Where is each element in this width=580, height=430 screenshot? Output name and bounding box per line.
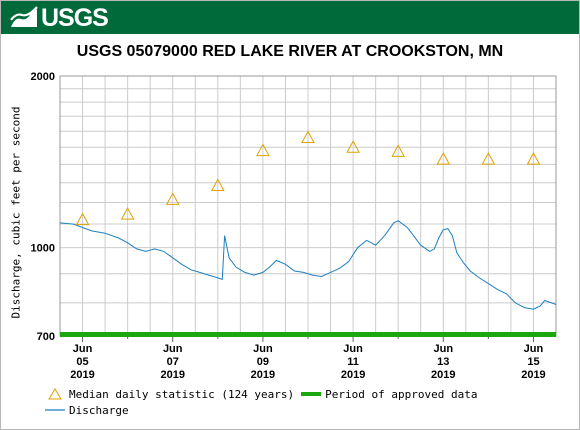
usgs-logo[interactable]: USGS bbox=[9, 4, 109, 32]
usgs-wave-icon bbox=[10, 6, 38, 27]
x-tick-label: 2019 bbox=[341, 369, 365, 381]
chart-title: USGS 05079000 RED LAKE RIVER AT CROOKSTO… bbox=[76, 43, 504, 60]
median-marker bbox=[210, 178, 225, 192]
x-tick-label: 2019 bbox=[70, 369, 94, 381]
x-tick-label: 09 bbox=[257, 356, 269, 368]
legend-label-discharge: Discharge bbox=[69, 403, 129, 417]
x-tick-label: 11 bbox=[347, 356, 359, 368]
x-tick-label: Jun bbox=[433, 343, 453, 355]
x-tick-label: Jun bbox=[343, 343, 363, 355]
green-bar-icon bbox=[301, 392, 322, 396]
blue-line-icon bbox=[45, 409, 65, 411]
x-tick-label: 2019 bbox=[431, 369, 455, 381]
chart-legend: Median daily statistic (124 years) Perio… bbox=[44, 386, 484, 418]
x-tick-label: 2019 bbox=[160, 369, 184, 381]
y-tick-label: 700 bbox=[37, 331, 55, 343]
median-marker bbox=[391, 144, 406, 157]
median-marker bbox=[256, 143, 270, 157]
x-tick-label: Jun bbox=[253, 343, 273, 355]
median-marker bbox=[346, 140, 360, 153]
legend-label-median: Median daily statistic (124 years) bbox=[69, 387, 295, 401]
triangle-marker-icon bbox=[48, 388, 62, 400]
y-tick-label: 1000 bbox=[31, 243, 55, 255]
x-tick-label: 07 bbox=[167, 356, 179, 368]
median-marker bbox=[436, 152, 451, 165]
legend-label-approved: Period of approved data bbox=[325, 387, 478, 401]
x-tick-label: 2019 bbox=[251, 369, 275, 381]
x-tick-label: Jun bbox=[163, 343, 183, 355]
x-tick-label: Jun bbox=[73, 343, 93, 355]
x-tick-label: 2019 bbox=[521, 369, 545, 381]
x-tick-label: 05 bbox=[76, 356, 88, 368]
x-tick-label: 15 bbox=[527, 356, 539, 368]
usgs-logo-text: USGS bbox=[41, 4, 109, 32]
discharge-line bbox=[59, 220, 557, 310]
x-tick-label: 13 bbox=[437, 356, 449, 368]
median-marker bbox=[481, 152, 496, 165]
median-marker bbox=[301, 130, 315, 144]
legend-item-discharge: Discharge bbox=[44, 403, 129, 417]
y-tick-label: 2000 bbox=[31, 71, 55, 83]
median-marker bbox=[526, 152, 541, 165]
legend-item-median: Median daily statistic (124 years) bbox=[44, 387, 294, 401]
median-marker bbox=[120, 207, 135, 220]
legend-item-approved: Period of approved data bbox=[300, 387, 478, 401]
x-tick-label: Jun bbox=[524, 343, 544, 355]
approved-period-bar bbox=[60, 332, 556, 337]
usgs-header-bar: USGS bbox=[1, 1, 579, 34]
median-marker bbox=[165, 192, 180, 205]
median-marker bbox=[75, 212, 90, 226]
